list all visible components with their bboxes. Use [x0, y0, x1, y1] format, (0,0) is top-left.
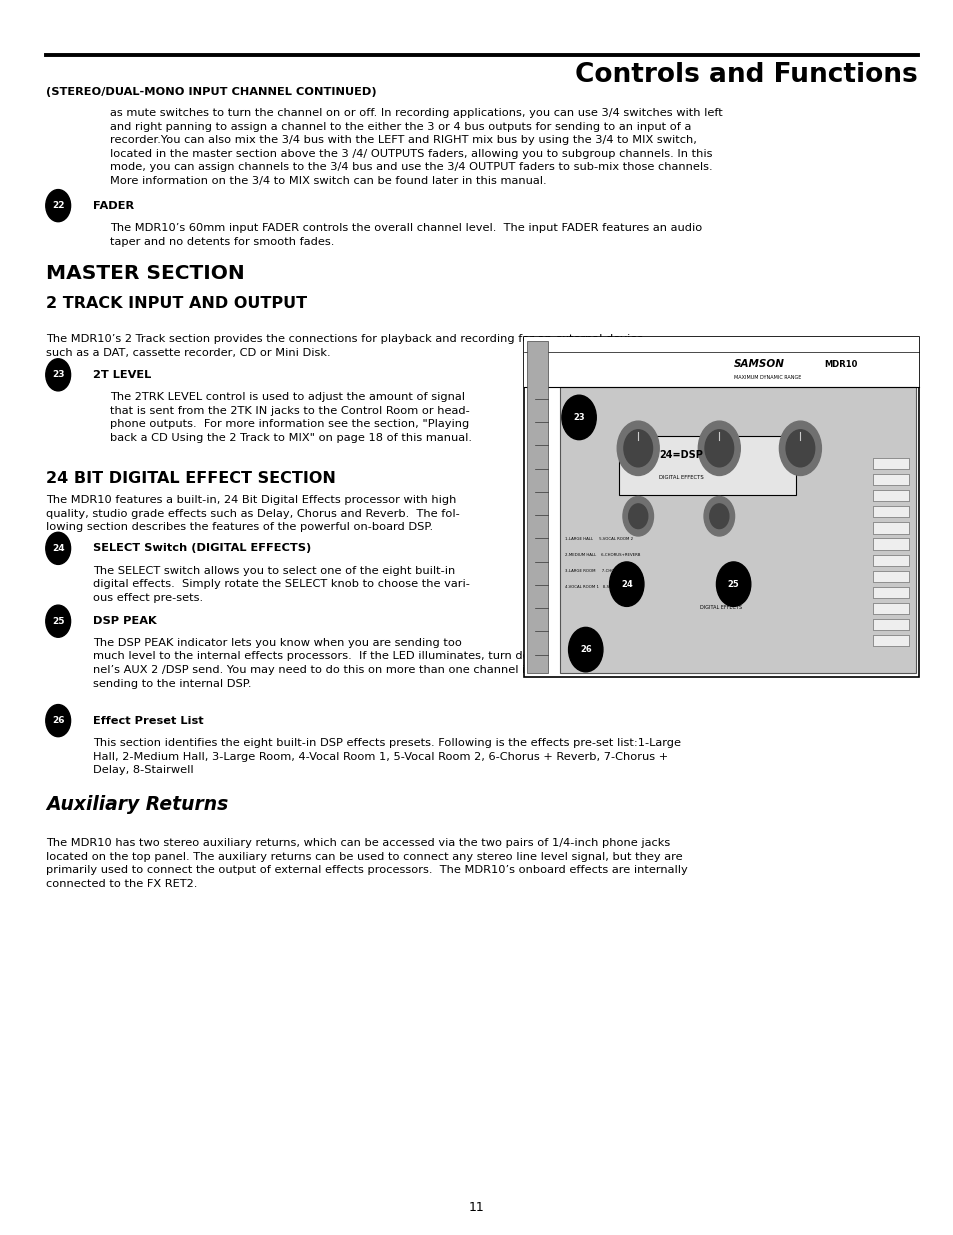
- Circle shape: [46, 705, 71, 736]
- Text: This section identifies the eight built-in DSP effects presets. Following is the: This section identifies the eight built-…: [93, 737, 680, 776]
- Circle shape: [709, 504, 728, 529]
- Text: 11: 11: [469, 1202, 484, 1214]
- Circle shape: [609, 562, 643, 606]
- Bar: [559, 387, 915, 673]
- Text: The MDR10’s 2 Track section provides the connections for playback and recording : The MDR10’s 2 Track section provides the…: [46, 335, 642, 358]
- Circle shape: [561, 395, 596, 440]
- Bar: [872, 474, 908, 485]
- Text: 1-LARGE HALL     5-VOCAL ROOM 2: 1-LARGE HALL 5-VOCAL ROOM 2: [564, 537, 632, 541]
- Text: 3-LARGE ROOM     7-CHORUS+DELAY: 3-LARGE ROOM 7-CHORUS+DELAY: [564, 569, 638, 573]
- Text: 22: 22: [51, 201, 65, 210]
- Text: 23: 23: [51, 370, 65, 379]
- Text: 2-MEDIUM HALL    6-CHORUS+REVERB: 2-MEDIUM HALL 6-CHORUS+REVERB: [564, 553, 639, 557]
- Circle shape: [46, 190, 71, 222]
- Text: 2T LEVEL: 2T LEVEL: [93, 369, 152, 380]
- Text: The MDR10 features a built-in, 24 Bit Digital Effects processor with high
qualit: The MDR10 features a built-in, 24 Bit Di…: [46, 495, 459, 532]
- Text: 24 BIT DIGITAL EFFECT SECTION: 24 BIT DIGITAL EFFECT SECTION: [46, 471, 335, 485]
- Bar: [872, 490, 908, 501]
- Text: 25: 25: [727, 579, 739, 589]
- Text: The MDR10 has two stereo auxiliary returns, which can be accessed via the two pa: The MDR10 has two stereo auxiliary retur…: [46, 837, 687, 889]
- Text: Controls and Functions: Controls and Functions: [575, 63, 917, 89]
- Bar: [872, 555, 908, 566]
- Text: The DSP PEAK indicator lets you know when you are sending too
much level to the : The DSP PEAK indicator lets you know whe…: [93, 638, 694, 689]
- Text: 4-VOCAL ROOM 1   8-STAIRWELL: 4-VOCAL ROOM 1 8-STAIRWELL: [564, 585, 627, 589]
- Bar: [872, 522, 908, 534]
- Text: 24: 24: [51, 543, 65, 553]
- Bar: [526, 341, 547, 673]
- Text: SAMSON: SAMSON: [733, 359, 783, 369]
- Circle shape: [698, 421, 740, 475]
- Text: DSP PEAK: DSP PEAK: [93, 616, 157, 626]
- Text: MASTER SECTION: MASTER SECTION: [46, 264, 244, 283]
- Text: as mute switches to turn the channel on or off. In recording applications, you c: as mute switches to turn the channel on …: [110, 109, 721, 186]
- Text: 2 TRACK INPUT AND OUTPUT: 2 TRACK INPUT AND OUTPUT: [46, 296, 307, 311]
- Bar: [523, 337, 918, 387]
- Text: The MDR10’s 60mm input FADER controls the overall channel level.  The input FADE: The MDR10’s 60mm input FADER controls th…: [110, 224, 701, 247]
- Bar: [618, 436, 795, 495]
- Bar: [872, 619, 908, 630]
- Text: The SELECT switch allows you to select one of the eight built-in
digital effects: The SELECT switch allows you to select o…: [93, 566, 470, 603]
- Circle shape: [716, 562, 750, 606]
- Bar: [523, 337, 918, 677]
- Text: DIGITAL EFFECTS: DIGITAL EFFECTS: [658, 475, 702, 480]
- Circle shape: [704, 430, 733, 467]
- Text: MAXIMUM DYNAMIC RANGE: MAXIMUM DYNAMIC RANGE: [733, 375, 801, 380]
- Circle shape: [46, 605, 71, 637]
- Circle shape: [617, 421, 659, 475]
- Text: 25: 25: [51, 616, 65, 626]
- Text: The 2TRK LEVEL control is used to adjust the amount of signal
that is sent from : The 2TRK LEVEL control is used to adjust…: [110, 393, 471, 443]
- Circle shape: [46, 532, 71, 564]
- Bar: [872, 587, 908, 598]
- Text: 23: 23: [573, 412, 584, 422]
- Bar: [872, 571, 908, 582]
- Text: 24: 24: [620, 579, 632, 589]
- Bar: [872, 635, 908, 646]
- Circle shape: [568, 627, 602, 672]
- Text: Effect Preset List: Effect Preset List: [93, 715, 204, 726]
- Bar: [872, 458, 908, 469]
- Circle shape: [622, 496, 653, 536]
- Text: Auxiliary Returns: Auxiliary Returns: [46, 795, 228, 814]
- Text: 24=DSP: 24=DSP: [659, 450, 702, 459]
- Text: DIGITAL EFFECTS: DIGITAL EFFECTS: [700, 605, 741, 610]
- Circle shape: [785, 430, 814, 467]
- Circle shape: [46, 359, 71, 391]
- Text: 26: 26: [579, 645, 591, 655]
- Text: 26: 26: [51, 716, 65, 725]
- Text: MDR10: MDR10: [823, 359, 857, 369]
- Bar: [872, 506, 908, 517]
- Circle shape: [628, 504, 647, 529]
- Bar: [872, 538, 908, 550]
- Circle shape: [779, 421, 821, 475]
- Text: FADER: FADER: [93, 200, 134, 211]
- Bar: [872, 603, 908, 614]
- Circle shape: [703, 496, 734, 536]
- Text: (STEREO/DUAL-MONO INPUT CHANNEL CONTINUED): (STEREO/DUAL-MONO INPUT CHANNEL CONTINUE…: [46, 88, 376, 98]
- Circle shape: [623, 430, 652, 467]
- Text: SELECT Switch (DIGITAL EFFECTS): SELECT Switch (DIGITAL EFFECTS): [93, 543, 312, 553]
